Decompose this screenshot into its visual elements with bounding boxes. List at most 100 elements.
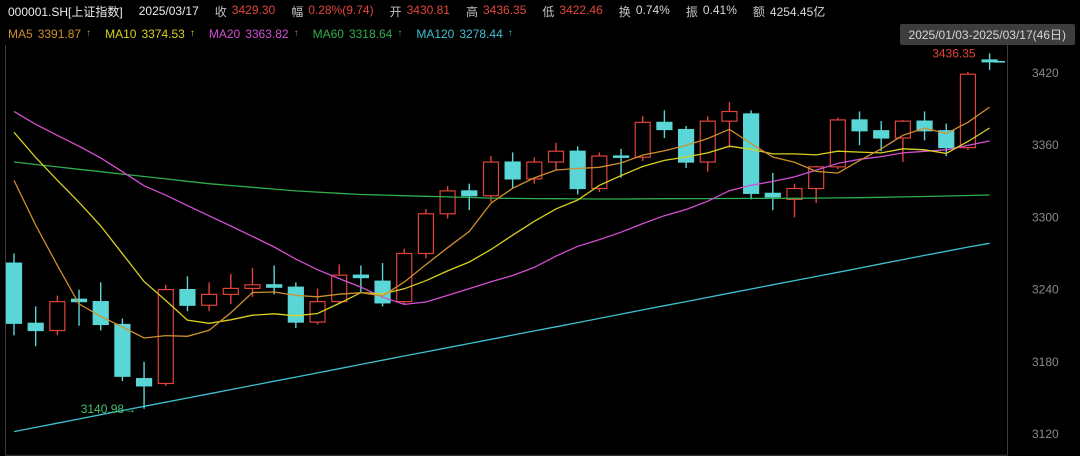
field-value: 4254.45亿 xyxy=(769,4,826,19)
ma-value: 3374.53 xyxy=(141,26,185,41)
field-label: 振 xyxy=(685,4,698,19)
candle-body xyxy=(309,301,326,323)
quote-field-turnover: 换 0.74% xyxy=(619,3,670,20)
candle-body xyxy=(70,298,88,303)
ma-name: MA60 xyxy=(312,26,344,41)
ma-value: 3278.44 xyxy=(459,26,503,41)
quote-field-amount: 额 4254.45亿 xyxy=(753,3,825,20)
trend-up-icon: ↑ xyxy=(507,28,513,39)
ma-name: MA120 xyxy=(416,26,455,41)
quote-field-close: 收 3429.30 xyxy=(215,3,275,20)
trend-up-icon: ↑ xyxy=(397,28,403,39)
candle-body xyxy=(591,155,608,190)
candle-body xyxy=(287,286,304,323)
quote-field-change: 幅 0.28%(9.74) xyxy=(291,3,373,20)
field-value: 3429.30 xyxy=(231,2,276,17)
ma120-label: MA120 3278.44 ↑ xyxy=(416,27,512,41)
candle-body xyxy=(439,190,456,215)
candle-body xyxy=(764,192,781,198)
candle-body xyxy=(786,187,803,200)
candle-body xyxy=(547,150,565,163)
candle-body xyxy=(938,130,955,149)
field-value: 3436.35 xyxy=(483,2,527,17)
candle-body xyxy=(504,161,521,180)
candle-body xyxy=(981,59,998,63)
candle-body xyxy=(244,284,261,289)
ma60-line xyxy=(13,161,990,200)
date-range-badge[interactable]: 2025/01/03-2025/03/17(46日) xyxy=(899,24,1075,45)
price-axis-label: 3420 xyxy=(1032,66,1059,80)
candle-body xyxy=(222,287,239,296)
candle-body xyxy=(873,130,890,139)
field-label: 换 xyxy=(618,4,631,19)
trade-date: 2025/03/17 xyxy=(138,4,199,18)
trend-up-icon: ↑ xyxy=(189,28,195,39)
ma-value: 3391.87 xyxy=(37,26,82,41)
candlestick-chart[interactable]: 3420 3360 3300 3240 3180 3120 3436.35 3140.98→ xyxy=(0,45,1080,456)
quote-field-low: 低 3422.46 xyxy=(542,3,602,20)
ma-name: MA5 xyxy=(8,26,33,41)
candle-body xyxy=(461,190,478,197)
field-label: 收 xyxy=(214,4,227,19)
ma5-line xyxy=(13,106,990,339)
ma10-label: MA10 3374.53 ↑ xyxy=(105,27,195,41)
candle-body xyxy=(916,120,933,132)
candle-body xyxy=(612,155,630,158)
price-axis-label: 3120 xyxy=(1032,427,1059,441)
candle-body xyxy=(829,119,846,168)
quote-header: 000001.SH[上证指数] 2025/03/17 收 3429.30 幅 0… xyxy=(0,0,1080,22)
candle-body xyxy=(721,110,738,122)
candle-body xyxy=(114,323,131,377)
candle-body xyxy=(959,73,977,149)
field-value: 3430.81 xyxy=(406,2,450,17)
quote-field-high: 高 3436.35 xyxy=(466,3,526,20)
candle-body xyxy=(27,322,44,332)
quote-field-open: 开 3430.81 xyxy=(390,3,450,20)
price-axis-label: 3180 xyxy=(1032,355,1059,369)
candle-body xyxy=(179,289,196,306)
ma-name: MA20 xyxy=(208,26,241,41)
candle-body xyxy=(634,121,651,158)
candle-body xyxy=(417,213,435,255)
candle-body xyxy=(135,378,153,387)
candle-body xyxy=(266,284,283,288)
ma60-label: MA60 3318.64 ↑ xyxy=(313,27,403,41)
ma-indicator-bar: MA5 3391.87 ↑ MA10 3374.53 ↑ MA20 3363.8… xyxy=(0,22,513,45)
trend-up-icon: ↑ xyxy=(86,28,92,39)
candle-body xyxy=(482,161,500,197)
price-axis-label: 3360 xyxy=(1032,138,1059,152)
symbol-name: 000001.SH[上证指数] xyxy=(8,4,123,19)
price-axis-label: 3300 xyxy=(1032,210,1059,224)
field-value: 0.74% xyxy=(635,2,670,17)
candle-body xyxy=(201,293,218,306)
candle-body xyxy=(569,150,586,190)
field-value: 0.41% xyxy=(702,2,737,17)
ma120-line xyxy=(13,242,990,433)
candle-body xyxy=(851,119,868,132)
candle-body xyxy=(656,121,673,131)
field-label: 开 xyxy=(389,4,402,19)
price-axis-label: 3240 xyxy=(1032,283,1059,297)
ma-value: 3363.82 xyxy=(245,26,289,41)
candle-body xyxy=(49,301,66,332)
ma5-label: MA5 3391.87 ↑ xyxy=(8,27,91,41)
candle-body xyxy=(352,274,369,279)
candle-body xyxy=(743,113,760,194)
ma-name: MA10 xyxy=(105,26,137,41)
quote-field-amplitude: 振 0.41% xyxy=(686,3,737,20)
field-label: 幅 xyxy=(291,4,304,19)
ma20-line xyxy=(13,110,990,306)
field-label: 低 xyxy=(542,4,555,19)
ma10-line xyxy=(13,127,990,324)
candle-body xyxy=(699,120,716,163)
field-label: 高 xyxy=(465,4,478,19)
low-price-annotation: 3140.98→ xyxy=(81,402,136,416)
field-value: 0.28%(9.74) xyxy=(308,2,374,17)
trend-up-icon: ↑ xyxy=(293,28,299,39)
ma-value: 3318.64 xyxy=(348,26,393,41)
candle-body xyxy=(526,161,543,180)
field-value: 3422.46 xyxy=(559,2,603,17)
ma20-label: MA20 3363.82 ↑ xyxy=(209,27,299,41)
high-price-annotation: 3436.35 xyxy=(932,46,976,60)
